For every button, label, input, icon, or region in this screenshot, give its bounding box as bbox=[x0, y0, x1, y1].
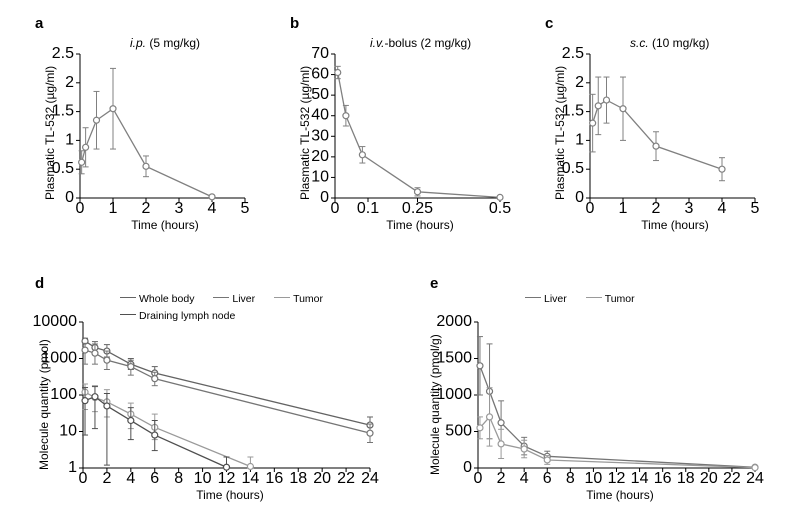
svg-text:2000: 2000 bbox=[436, 313, 472, 330]
svg-text:10: 10 bbox=[311, 168, 329, 185]
panel-b-xlabel: Time (hours) bbox=[380, 218, 460, 232]
panel-c: 01234500.511.522.5 s.c. (10 mg/kg) Plasm… bbox=[585, 30, 760, 210]
svg-text:500: 500 bbox=[445, 423, 472, 440]
svg-text:22: 22 bbox=[723, 470, 741, 487]
panel-label-b: b bbox=[290, 15, 299, 32]
svg-text:8: 8 bbox=[174, 470, 183, 487]
svg-text:0: 0 bbox=[65, 189, 74, 206]
svg-text:0.1: 0.1 bbox=[357, 200, 379, 217]
svg-text:4: 4 bbox=[126, 470, 135, 487]
svg-text:0: 0 bbox=[474, 470, 483, 487]
panel-label-c: c bbox=[545, 15, 553, 32]
svg-text:10: 10 bbox=[59, 423, 77, 440]
svg-text:2.5: 2.5 bbox=[52, 45, 74, 62]
panel-c-ylabel: Plasmatic TL-532 (µg/ml) bbox=[553, 66, 567, 200]
svg-text:0: 0 bbox=[463, 459, 472, 476]
svg-text:5: 5 bbox=[751, 200, 760, 217]
svg-text:30: 30 bbox=[311, 127, 329, 144]
panel-d-ylabel: Molecule quantity (pmol) bbox=[37, 339, 51, 470]
svg-text:1: 1 bbox=[68, 459, 77, 476]
svg-text:10: 10 bbox=[585, 470, 603, 487]
svg-text:12: 12 bbox=[218, 470, 236, 487]
svg-text:2: 2 bbox=[142, 200, 151, 217]
panel-e-legend: Liver Tumor bbox=[525, 290, 651, 307]
svg-text:4: 4 bbox=[718, 200, 727, 217]
svg-text:14: 14 bbox=[242, 470, 260, 487]
svg-text:0.5: 0.5 bbox=[489, 200, 511, 217]
svg-text:0: 0 bbox=[76, 200, 85, 217]
panel-label-e: e bbox=[430, 275, 438, 292]
svg-text:5: 5 bbox=[241, 200, 250, 217]
pk-figure: { "colors": { "bg": "#ffffff", "axis": "… bbox=[0, 0, 800, 513]
svg-text:100: 100 bbox=[50, 386, 77, 403]
svg-text:0: 0 bbox=[320, 189, 329, 206]
svg-text:1: 1 bbox=[65, 131, 74, 148]
svg-text:70: 70 bbox=[311, 45, 329, 62]
svg-text:24: 24 bbox=[746, 470, 764, 487]
panel-a: 01234500.511.522.5 i.p. (5 mg/kg) Plasma… bbox=[75, 30, 250, 210]
chart-c: 01234500.511.522.5 bbox=[585, 30, 760, 210]
svg-text:2: 2 bbox=[497, 470, 506, 487]
chart-b: 00.10.250.5010203040506070 bbox=[330, 30, 505, 210]
svg-text:20: 20 bbox=[313, 470, 331, 487]
svg-text:18: 18 bbox=[289, 470, 307, 487]
svg-text:2.5: 2.5 bbox=[562, 45, 584, 62]
panel-e: 0246810121416182022240500100015002000 Li… bbox=[470, 300, 760, 480]
svg-text:60: 60 bbox=[311, 66, 329, 83]
svg-text:0: 0 bbox=[575, 189, 584, 206]
panel-label-d: d bbox=[35, 275, 44, 292]
svg-text:6: 6 bbox=[543, 470, 552, 487]
svg-text:16: 16 bbox=[654, 470, 672, 487]
svg-text:1: 1 bbox=[575, 131, 584, 148]
svg-text:2: 2 bbox=[575, 74, 584, 91]
svg-text:10000: 10000 bbox=[33, 313, 78, 330]
svg-text:50: 50 bbox=[311, 86, 329, 103]
panel-e-ylabel: Molecule quantity (pmol/g) bbox=[428, 334, 442, 475]
panel-a-xlabel: Time (hours) bbox=[125, 218, 205, 232]
svg-text:0: 0 bbox=[586, 200, 595, 217]
panel-d: 024681012141618202224110100100010000 Who… bbox=[75, 300, 375, 480]
chart-e: 0246810121416182022240500100015002000 bbox=[470, 300, 760, 480]
svg-text:14: 14 bbox=[631, 470, 649, 487]
svg-text:20: 20 bbox=[700, 470, 718, 487]
svg-text:0.25: 0.25 bbox=[402, 200, 433, 217]
panel-b-ylabel: Plasmatic TL-532 (µg/ml) bbox=[298, 66, 312, 200]
svg-text:4: 4 bbox=[520, 470, 529, 487]
panel-a-title: i.p. (5 mg/kg) bbox=[130, 36, 200, 50]
svg-text:2: 2 bbox=[65, 74, 74, 91]
svg-text:0: 0 bbox=[79, 470, 88, 487]
panel-b-title: i.v.-bolus (2 mg/kg) bbox=[370, 36, 471, 50]
panel-label-a: a bbox=[35, 15, 43, 32]
panel-e-xlabel: Time (hours) bbox=[575, 488, 665, 502]
svg-text:24: 24 bbox=[361, 470, 379, 487]
panel-c-title: s.c. (10 mg/kg) bbox=[630, 36, 709, 50]
svg-text:3: 3 bbox=[685, 200, 694, 217]
svg-text:18: 18 bbox=[677, 470, 695, 487]
svg-text:2: 2 bbox=[652, 200, 661, 217]
svg-text:12: 12 bbox=[608, 470, 626, 487]
svg-text:4: 4 bbox=[208, 200, 217, 217]
panel-a-ylabel: Plasmatic TL-532 (µg/ml) bbox=[43, 66, 57, 200]
svg-text:0: 0 bbox=[331, 200, 340, 217]
chart-d: 024681012141618202224110100100010000 bbox=[75, 300, 375, 480]
panel-d-legend: Whole body Liver Tumor Draining lymph no… bbox=[120, 290, 339, 324]
svg-text:6: 6 bbox=[150, 470, 159, 487]
svg-text:20: 20 bbox=[311, 148, 329, 165]
svg-text:8: 8 bbox=[566, 470, 575, 487]
panel-d-xlabel: Time (hours) bbox=[185, 488, 275, 502]
svg-text:2: 2 bbox=[102, 470, 111, 487]
svg-text:22: 22 bbox=[337, 470, 355, 487]
svg-text:16: 16 bbox=[265, 470, 283, 487]
svg-text:40: 40 bbox=[311, 107, 329, 124]
svg-text:1: 1 bbox=[619, 200, 628, 217]
svg-text:3: 3 bbox=[175, 200, 184, 217]
panel-c-xlabel: Time (hours) bbox=[635, 218, 715, 232]
svg-text:1: 1 bbox=[109, 200, 118, 217]
chart-a: 01234500.511.522.5 bbox=[75, 30, 250, 210]
svg-text:10: 10 bbox=[194, 470, 212, 487]
panel-b: 00.10.250.5010203040506070 i.v.-bolus (2… bbox=[330, 30, 505, 210]
